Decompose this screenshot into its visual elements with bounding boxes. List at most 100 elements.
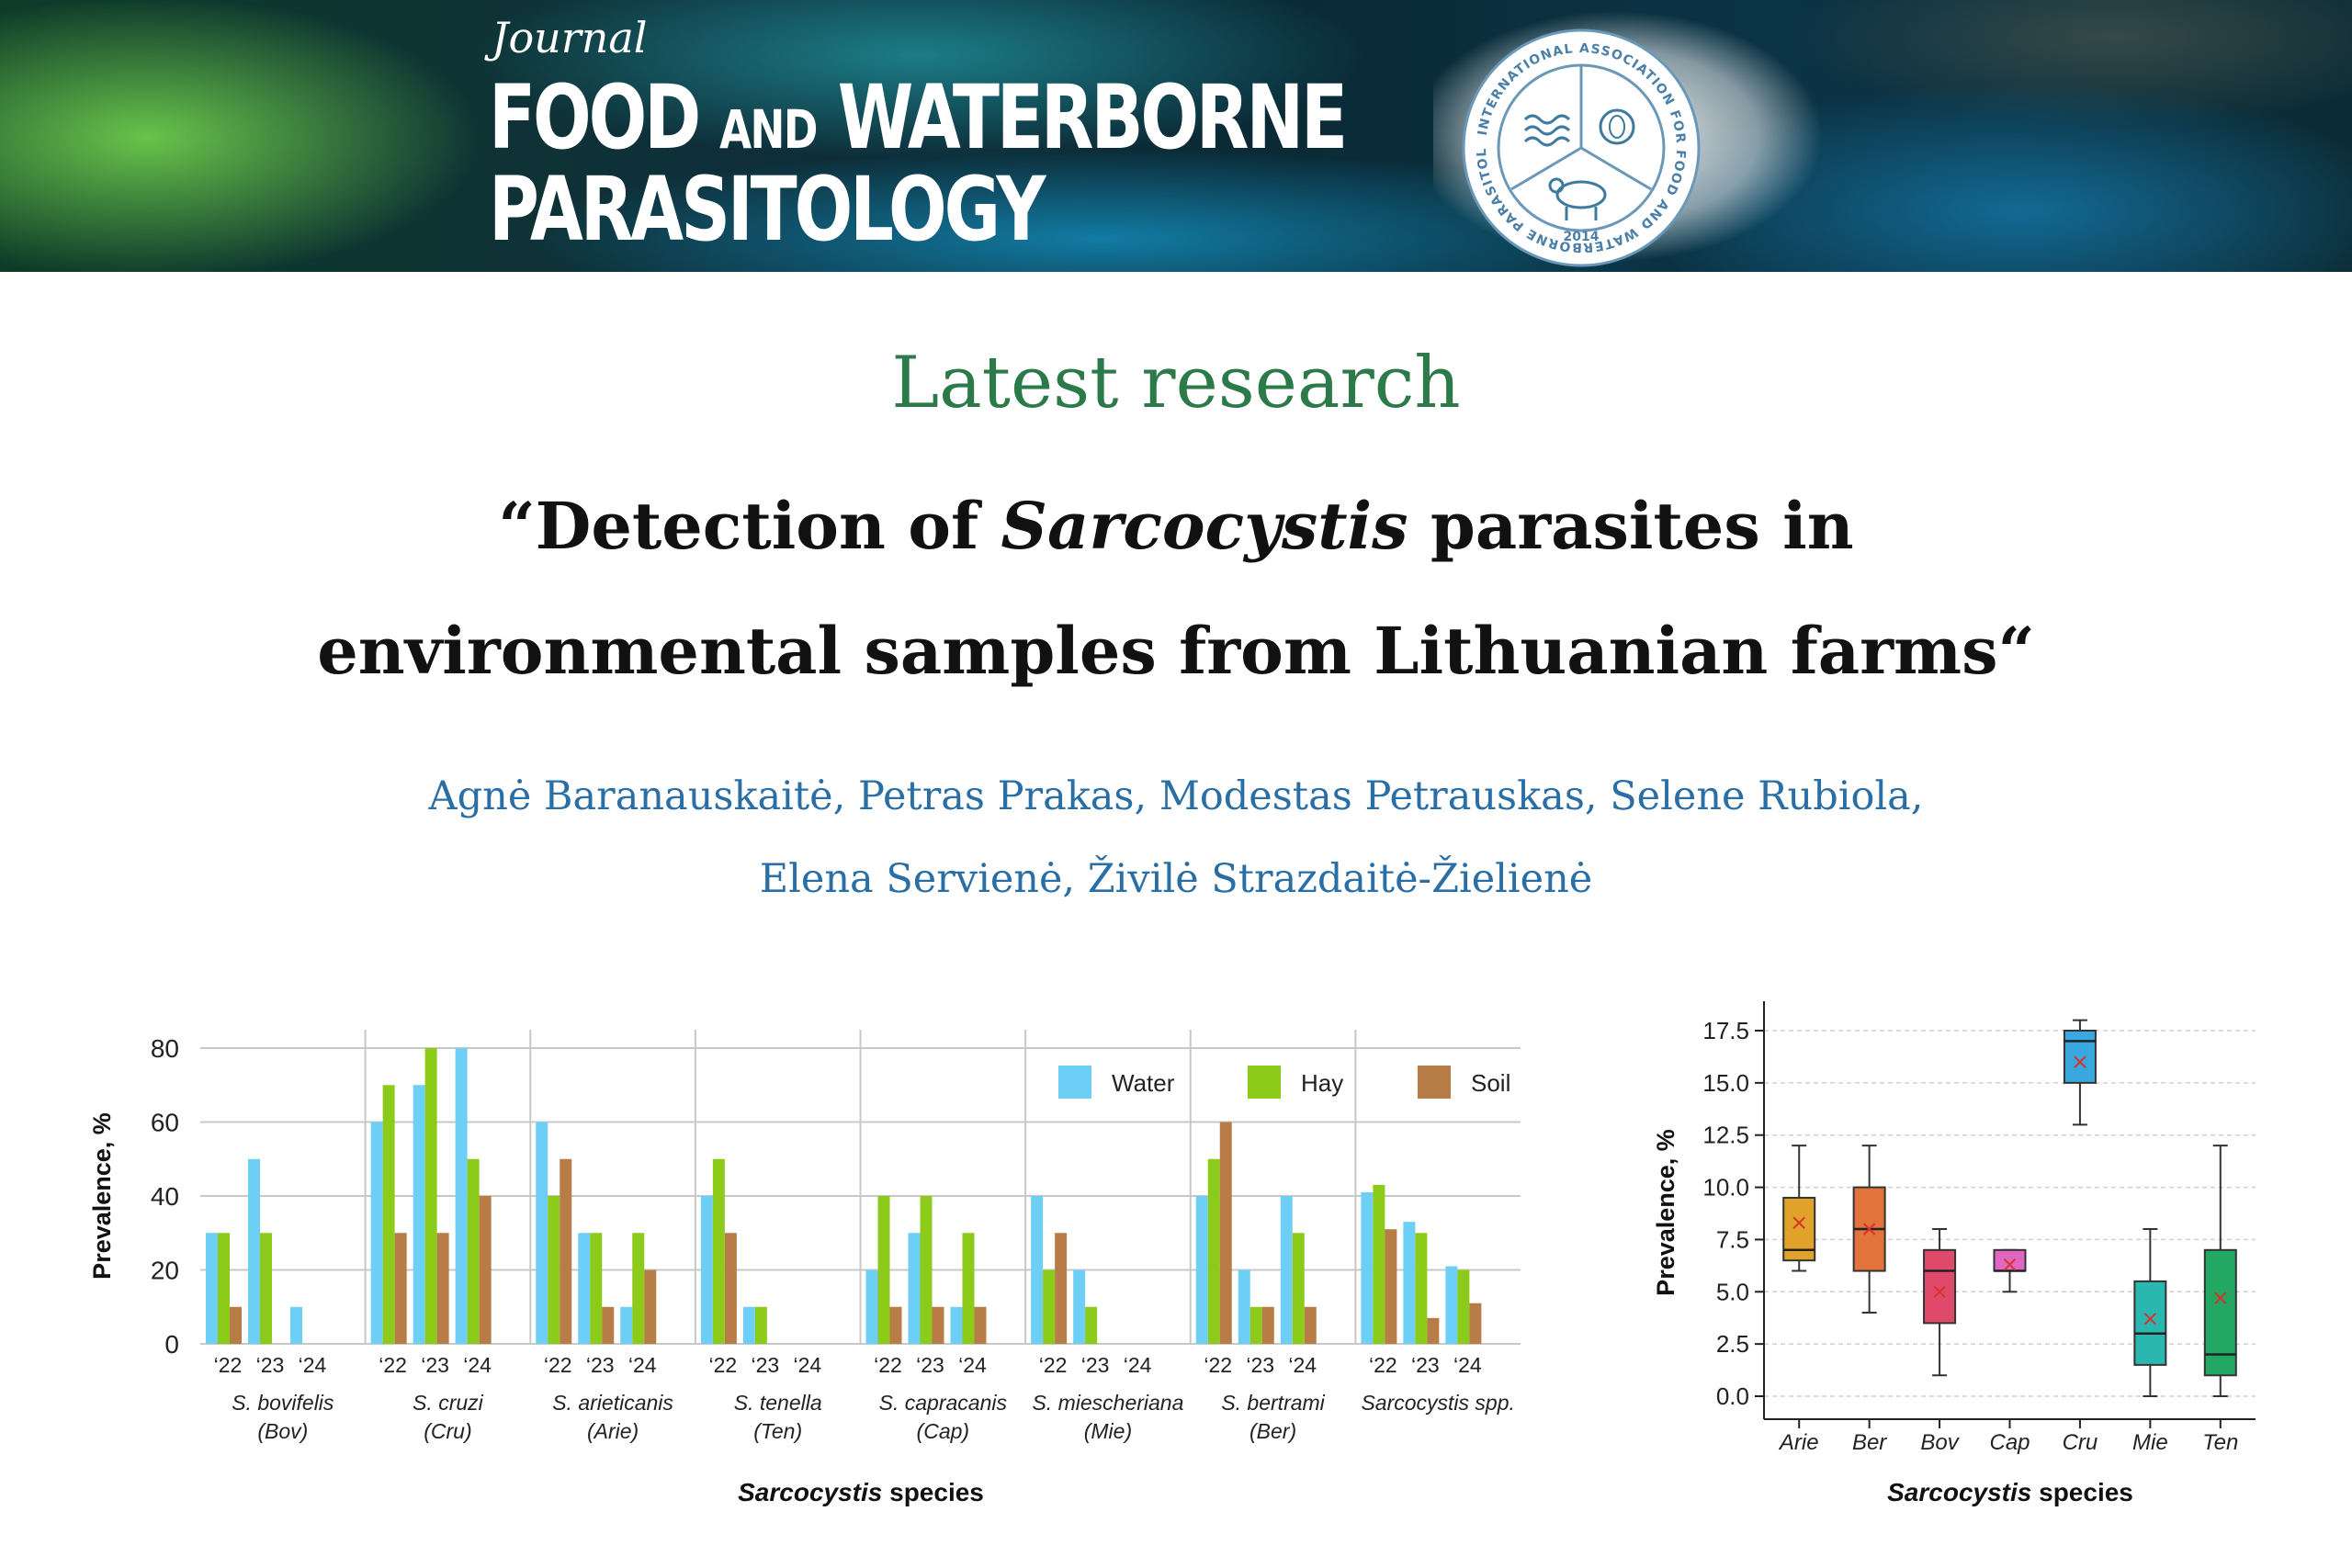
journal-label: Journal [492, 13, 648, 62]
article-title-line2: environmental samples from Lithuanian fa… [317, 613, 2035, 689]
journal-word-and: AND [719, 98, 818, 161]
y-tick-label: 7.5 [1716, 1225, 1749, 1253]
seal-year: 2014 [1564, 230, 1600, 244]
bar-hay-2-1 [382, 1085, 395, 1344]
bar-hay-5-2 [920, 1196, 933, 1344]
x-axis-label: Sarcocystis species [738, 1478, 984, 1506]
species-code-label: (Ber) [1250, 1419, 1296, 1443]
bar-hay-2-2 [424, 1048, 437, 1344]
bar-water-3-1 [536, 1122, 548, 1344]
bar-soil-4-1 [724, 1233, 737, 1344]
article-title: “Detection of Sarcocystis parasites in e… [0, 464, 2352, 714]
bar-soil-3-3 [644, 1269, 657, 1344]
bar-hay-4-1 [712, 1158, 725, 1344]
y-tick-label: 10.0 [1702, 1174, 1749, 1201]
bar-soil-6-1 [1055, 1233, 1068, 1344]
bar-hay-8-2 [1415, 1233, 1428, 1344]
bar-water-8-3 [1445, 1266, 1458, 1344]
bar-water-5-3 [950, 1306, 963, 1344]
bar-water-4-2 [742, 1306, 755, 1344]
bar-soil-5-2 [932, 1306, 944, 1344]
bar-water-1-3 [290, 1306, 302, 1344]
bar-water-5-2 [908, 1233, 921, 1344]
year-tick-label: ‘24 [958, 1353, 987, 1377]
year-tick-label: ‘22 [1039, 1353, 1068, 1377]
box-bov [1923, 1248, 1957, 1325]
year-tick-label: ‘23 [916, 1353, 944, 1377]
authors-line1: Agnė Baranauskaitė, Petras Prakas, Modes… [428, 773, 1924, 819]
year-tick-label: ‘22 [709, 1353, 738, 1377]
mean-marker-arie [1792, 1216, 1805, 1229]
prevalence-box-plot: 0.0 2.5 5.0 7.5 10.0 12.5 15.0 17.5 Arie Ber Bov Ca… [1652, 1001, 2256, 1506]
species-name-label: S. miescheriana [1032, 1391, 1183, 1415]
bar-water-7-3 [1280, 1196, 1293, 1344]
journal-word-food: FOOD [489, 66, 701, 169]
bar-hay-7-1 [1207, 1158, 1220, 1344]
y-tick-label: 20 [151, 1257, 179, 1285]
bar-water-8-1 [1361, 1191, 1374, 1344]
bar-hay-6-2 [1085, 1306, 1098, 1344]
section-heading: Latest research [891, 342, 1461, 424]
mean-marker-mie [2143, 1313, 2157, 1325]
bar-soil-5-1 [889, 1306, 902, 1344]
year-tick-label: ‘22 [214, 1353, 243, 1377]
bar-water-5-1 [865, 1269, 878, 1344]
species-name-label: Sarcocystis spp. [1361, 1391, 1514, 1415]
mean-marker-cap [2003, 1258, 2017, 1271]
y-tick-label: 2.5 [1716, 1330, 1749, 1358]
year-tick-label: ‘24 [299, 1353, 327, 1377]
bar-soil-2-3 [479, 1196, 492, 1344]
species-name-label: S. capracanis [879, 1391, 1008, 1415]
bar-hay-8-3 [1457, 1269, 1470, 1344]
year-tick-label: ‘22 [544, 1353, 572, 1377]
species-code-label: (Ten) [753, 1419, 802, 1443]
bar-soil-8-1 [1385, 1229, 1397, 1344]
species-name-label: S. arieticanis [552, 1391, 673, 1415]
year-tick-label: ‘24 [1288, 1353, 1317, 1377]
bar-water-3-2 [578, 1233, 591, 1344]
year-tick-label: ‘24 [794, 1353, 822, 1377]
legend-label-water: Water [1112, 1069, 1175, 1097]
bar-hay-7-3 [1292, 1233, 1305, 1344]
bar-soil-8-2 [1427, 1317, 1440, 1344]
box-cru [2063, 1030, 2097, 1084]
bar-hay-3-1 [548, 1196, 560, 1344]
year-tick-label: ‘23 [1411, 1353, 1440, 1377]
x-tick-label-mie: Mie [2132, 1430, 2168, 1455]
x-tick-label-cap: Cap [1989, 1430, 2030, 1455]
species-code-label: (Bov) [257, 1419, 308, 1443]
legend-label-soil: Soil [1471, 1069, 1510, 1097]
bar-soil-2-2 [436, 1233, 449, 1344]
water-waves-icon [1523, 114, 1571, 147]
x-tick-label-cru: Cru [2063, 1430, 2098, 1455]
x-tick-label-ber: Ber [1852, 1430, 1887, 1455]
species-name-label: S. bovifelis [232, 1391, 334, 1415]
y-tick-label: 12.5 [1702, 1122, 1749, 1149]
title-rest: parasites in [1408, 488, 1854, 564]
mean-marker-bov [1933, 1285, 1946, 1298]
year-tick-label: ‘24 [1124, 1353, 1152, 1377]
species-code-label: (Arie) [587, 1419, 639, 1443]
year-tick-label: ‘24 [1453, 1353, 1482, 1377]
bar-water-3-3 [620, 1306, 633, 1344]
bar-soil-5-3 [974, 1306, 987, 1344]
bar-hay-7-2 [1250, 1306, 1262, 1344]
species-code-label: (Mie) [1084, 1419, 1132, 1443]
year-tick-label: ‘24 [628, 1353, 657, 1377]
bar-water-7-2 [1238, 1269, 1250, 1344]
bar-soil-2-1 [394, 1233, 407, 1344]
bar-hay-1-2 [260, 1233, 272, 1344]
bar-hay-5-1 [877, 1196, 890, 1344]
year-tick-label: ‘22 [379, 1353, 407, 1377]
box-cap [1993, 1248, 2027, 1272]
y-axis-label: Prevalence, % [88, 1112, 116, 1280]
bar-hay-1-1 [218, 1233, 230, 1344]
bar-water-6-2 [1073, 1269, 1086, 1344]
prevalence-bar-chart: 0 20 40 60 80 ‘22 ‘23 ‘24 S. bovifelis (Bov) ‘22 ‘2… [88, 1030, 1521, 1506]
bar-soil-1-1 [230, 1306, 242, 1344]
bar-water-2-3 [455, 1048, 468, 1344]
legend-swatch-water [1058, 1066, 1091, 1099]
box-ten [2203, 1248, 2237, 1377]
bar-water-1-1 [206, 1233, 218, 1344]
year-tick-label: ‘23 [421, 1353, 449, 1377]
